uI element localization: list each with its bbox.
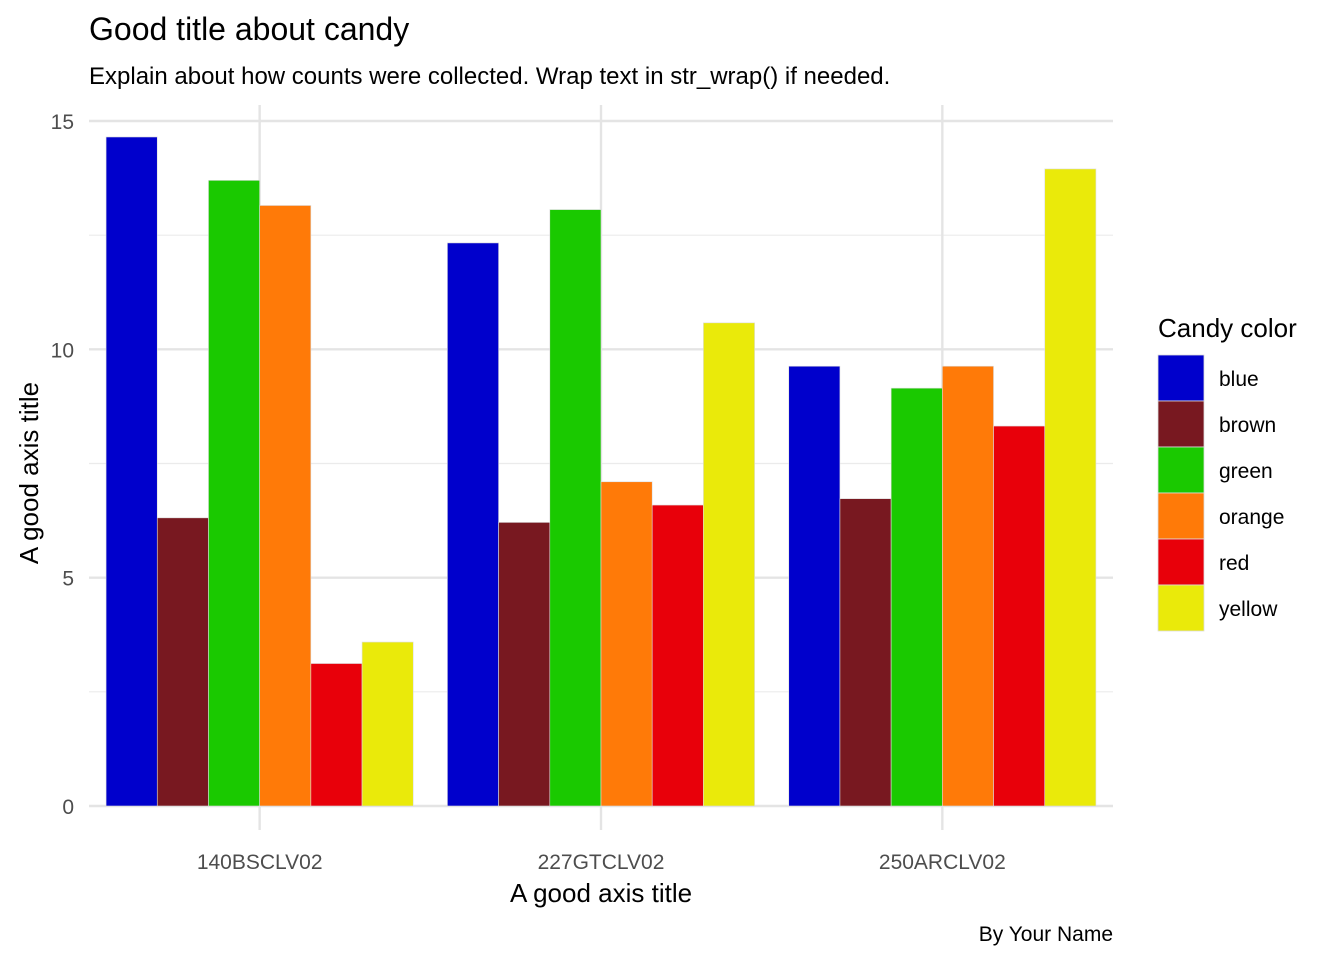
x-axis-title: A good axis title <box>510 878 692 908</box>
y-tick-label: 0 <box>62 796 74 819</box>
legend-key-brown <box>1157 400 1205 448</box>
legend-key-blue <box>1157 354 1205 402</box>
y-axis-ticks: 0 5 10 15 <box>51 111 74 819</box>
bar-blue-3 <box>788 365 841 807</box>
chart-caption: By Your Name <box>979 923 1113 946</box>
x-axis-ticks: 140BSCLV02 227GTCLV02 250ARCLV02 <box>197 851 1006 874</box>
x-tick-label: 140BSCLV02 <box>197 851 323 874</box>
y-tick-label: 15 <box>51 111 74 134</box>
legend-label-green: green <box>1219 460 1273 483</box>
bar-orange-2 <box>600 481 653 807</box>
bar-green-2 <box>549 209 602 807</box>
bar-brown-3 <box>839 498 892 807</box>
bar-red-2 <box>651 504 704 807</box>
bar-yellow-3 <box>1044 168 1097 807</box>
y-axis-title: A good axis title <box>14 382 44 564</box>
bar-brown-1 <box>156 517 209 807</box>
bar-orange-3 <box>942 365 994 807</box>
bar-green-1 <box>208 180 260 807</box>
bar-red-1 <box>310 663 363 807</box>
legend-key-red <box>1157 538 1205 586</box>
y-tick-label: 5 <box>62 568 74 591</box>
legend-label-yellow: yellow <box>1219 598 1278 621</box>
legend-items: blue brown green orange red yellow <box>1157 354 1284 632</box>
bar-yellow-1 <box>361 641 414 807</box>
legend-label-red: red <box>1219 552 1249 575</box>
bar-blue-1 <box>105 136 158 807</box>
legend-label-orange: orange <box>1219 506 1284 529</box>
bar-orange-1 <box>259 205 312 807</box>
bar-red-3 <box>993 425 1046 807</box>
legend-title: Candy color <box>1158 313 1297 343</box>
bar-blue-2 <box>447 242 499 807</box>
y-tick-label: 10 <box>51 339 74 362</box>
legend-key-orange <box>1157 492 1205 540</box>
bars <box>105 136 1097 807</box>
legend-key-green <box>1157 446 1205 494</box>
bar-green-3 <box>890 387 943 807</box>
legend-label-brown: brown <box>1219 414 1276 437</box>
chart-subtitle: Explain about how counts were collected.… <box>89 63 890 90</box>
legend: Candy color blue brown green orange red yello… <box>1157 313 1297 632</box>
bar-yellow-2 <box>703 322 755 807</box>
legend-key-yellow <box>1157 584 1205 632</box>
legend-label-blue: blue <box>1219 368 1259 391</box>
x-tick-label: 227GTCLV02 <box>538 851 665 874</box>
chart-title: Good title about candy <box>89 11 409 47</box>
x-tick-label: 250ARCLV02 <box>879 851 1006 874</box>
bar-brown-2 <box>498 522 551 807</box>
